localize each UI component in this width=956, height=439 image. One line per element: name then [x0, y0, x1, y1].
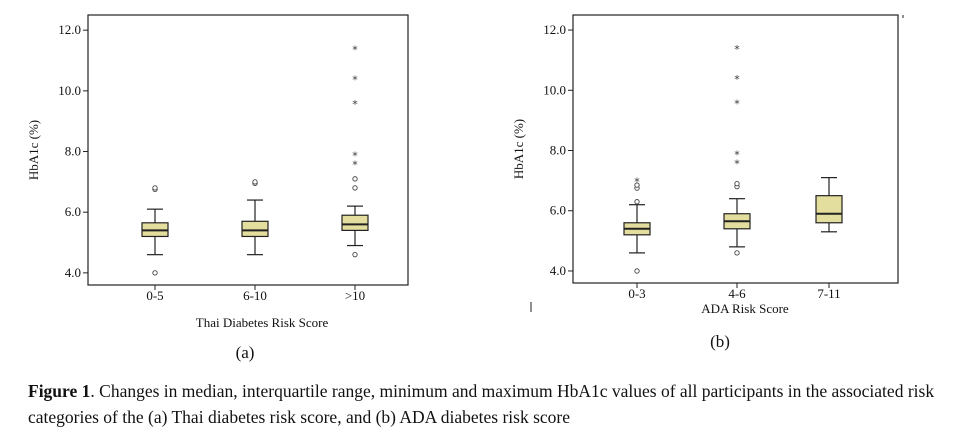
y-tick-label: 8.0 — [65, 144, 81, 159]
extreme-point: * — [352, 74, 358, 87]
x-tick-label: 7-11 — [817, 286, 840, 301]
outlier-point — [634, 182, 640, 188]
outlier-point — [734, 250, 740, 256]
y-tick-label: 4.0 — [550, 263, 566, 278]
outlier-point — [352, 176, 358, 182]
x-axis-title: Thai Diabetes Risk Score — [196, 315, 329, 330]
x-axis-title: ADA Risk Score — [701, 301, 789, 316]
y-tick-label: 4.0 — [65, 265, 81, 280]
extreme-point: * — [352, 159, 358, 172]
extreme-point: * — [352, 43, 358, 56]
outlier-point — [152, 185, 158, 191]
x-tick-label: 0-3 — [628, 286, 645, 301]
panel-label: (b) — [710, 332, 730, 351]
outlier-point — [152, 270, 158, 276]
extreme-point: * — [734, 43, 740, 56]
figure-caption: Figure 1. Changes in median, interquarti… — [28, 378, 948, 430]
y-tick-label: 10.0 — [58, 83, 81, 98]
extreme-point: * — [734, 149, 740, 162]
outlier-point — [352, 252, 358, 258]
outlier-point — [252, 179, 258, 185]
outlier-point — [352, 185, 358, 191]
x-tick-label: >10 — [345, 288, 365, 303]
y-tick-label: 10.0 — [543, 82, 566, 97]
caption-label: Figure 1 — [28, 381, 91, 401]
y-tick-label: 12.0 — [543, 22, 566, 37]
x-tick-label: 0-5 — [146, 288, 163, 303]
outlier-point — [634, 199, 640, 205]
iqr-box — [341, 214, 369, 231]
outlier-point — [634, 268, 640, 274]
y-tick-label: 12.0 — [58, 22, 81, 37]
outlier-point — [734, 180, 740, 187]
extreme-point: * — [734, 158, 740, 171]
y-tick-label: 8.0 — [550, 143, 566, 158]
caption-text: . Changes in median, interquartile range… — [28, 381, 935, 427]
y-tick-label: 6.0 — [550, 203, 566, 218]
plot-frame — [87, 14, 409, 286]
iqr-box — [241, 220, 269, 238]
extreme-point: * — [734, 73, 740, 86]
extreme-point: * — [634, 176, 640, 189]
x-tick-label: 4-6 — [728, 286, 746, 301]
x-tick-label: 6-10 — [243, 288, 267, 303]
extreme-point: * — [734, 97, 740, 110]
y-tick-label: 6.0 — [65, 204, 81, 219]
extreme-point: * — [352, 98, 358, 111]
panel-label: (a) — [236, 343, 255, 362]
extreme-point: * — [352, 150, 358, 163]
y-axis-title: HbA1c (%) — [511, 119, 526, 179]
iqr-box — [815, 195, 843, 224]
plot-frame — [572, 14, 899, 284]
y-axis-title: HbA1c (%) — [26, 120, 41, 180]
